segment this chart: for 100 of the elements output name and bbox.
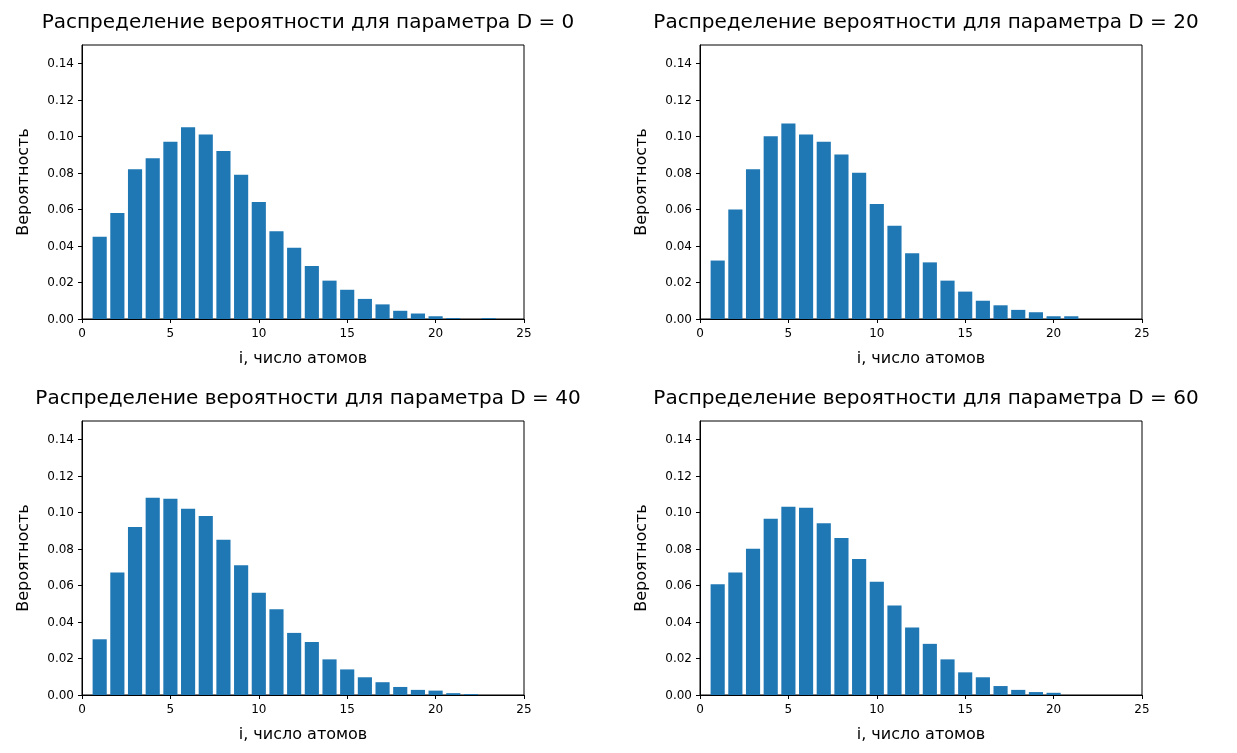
x-tick-label: 20	[427, 326, 444, 340]
y-axis-title: Вероятность	[630, 128, 650, 236]
y-tick-label: 0.14	[665, 432, 692, 447]
x-tick-label: 10	[251, 702, 267, 716]
bar	[234, 174, 249, 319]
bar	[1046, 692, 1061, 695]
bar	[145, 497, 160, 695]
bar	[393, 686, 408, 695]
bar	[92, 639, 107, 695]
y-tick-label: 0.10	[47, 505, 74, 520]
chart-title: Распределение вероятности для параметра D = 40	[35, 385, 581, 409]
bar	[816, 523, 831, 695]
x-tick-label: 15	[957, 326, 973, 340]
x-tick-label: 10	[251, 326, 267, 340]
bar	[163, 498, 178, 695]
bar	[710, 584, 725, 695]
x-axis-title: i, число атомов	[238, 723, 368, 743]
bar	[745, 169, 761, 319]
y-tick-label: 0.14	[665, 56, 692, 71]
x-tick-label: 0	[78, 702, 86, 716]
bar	[887, 225, 902, 319]
y-tick-label: 0.00	[665, 312, 692, 326]
bar	[763, 518, 778, 695]
bar	[852, 558, 867, 695]
y-axis-title: Вероятность	[630, 504, 650, 612]
x-tick-label: 20	[1045, 702, 1062, 716]
x-axis-title: i, число атомов	[856, 723, 986, 743]
y-tick-label: 0.14	[47, 56, 74, 71]
y-tick-label: 0.02	[47, 275, 74, 290]
chart-title: Распределение вероятности для параметра D = 60	[653, 385, 1199, 409]
bar	[269, 609, 284, 695]
x-tick-label: 0	[78, 326, 86, 340]
bar	[234, 565, 249, 695]
y-tick-label: 0.12	[665, 468, 692, 483]
bar	[922, 262, 937, 319]
bar	[940, 659, 955, 695]
y-tick-label: 0.00	[47, 688, 74, 702]
bar	[993, 686, 1008, 695]
x-tick-label: 5	[166, 326, 175, 340]
y-tick-label: 0.06	[665, 578, 692, 593]
bar	[816, 141, 831, 319]
y-tick-label: 0.04	[665, 238, 692, 253]
y-tick-label: 0.04	[665, 614, 692, 629]
y-tick-label: 0.02	[47, 651, 74, 666]
bar	[428, 690, 443, 695]
y-tick-label: 0.08	[665, 541, 692, 556]
bar	[1046, 316, 1061, 319]
bar	[322, 280, 337, 319]
bar	[958, 672, 973, 695]
bar	[975, 677, 990, 695]
bar	[287, 247, 302, 319]
bar	[728, 209, 743, 319]
y-tick-label: 0.02	[665, 275, 692, 290]
x-tick-label: 5	[784, 702, 793, 716]
x-tick-label: 25	[516, 326, 532, 340]
bar	[940, 280, 955, 319]
bar	[127, 169, 143, 319]
bar	[852, 172, 867, 319]
y-axis-title: Вероятность	[12, 504, 32, 612]
bar	[834, 154, 849, 319]
bar	[145, 158, 160, 319]
bar	[1028, 312, 1043, 319]
x-tick-label: 0	[696, 702, 704, 716]
bar	[287, 632, 302, 695]
bar	[869, 203, 884, 319]
bar	[304, 642, 319, 695]
x-tick-label: 20	[1045, 326, 1062, 340]
bar	[745, 548, 761, 695]
bar	[269, 231, 284, 319]
y-tick-label: 0.10	[47, 129, 74, 144]
y-tick-label: 0.04	[47, 614, 74, 629]
bar	[834, 537, 849, 695]
bar	[799, 507, 814, 695]
x-tick-label: 5	[166, 702, 175, 716]
x-tick-label: 25	[1134, 702, 1150, 716]
x-tick-label: 25	[516, 702, 532, 716]
bar	[393, 310, 408, 319]
bar	[216, 150, 231, 319]
bar	[110, 213, 125, 319]
bar	[181, 508, 196, 695]
y-tick-label: 0.14	[47, 432, 74, 447]
bar	[410, 313, 425, 319]
y-tick-label: 0.02	[665, 651, 692, 666]
bar	[905, 627, 920, 695]
bar	[216, 539, 231, 695]
chart-title: Распределение вероятности для параметра D = 20	[653, 9, 1199, 33]
bar	[958, 291, 973, 319]
y-tick-label: 0.10	[665, 505, 692, 520]
x-tick-label: 15	[339, 326, 355, 340]
bar	[198, 515, 213, 695]
y-tick-label: 0.08	[47, 541, 74, 556]
bar	[869, 581, 884, 695]
x-axis-title: i, число атомов	[856, 347, 986, 367]
x-tick-label: 25	[1134, 326, 1150, 340]
y-tick-label: 0.08	[47, 165, 74, 180]
bar	[975, 300, 990, 319]
y-tick-label: 0.00	[47, 312, 74, 326]
bar	[799, 134, 814, 319]
bar	[1011, 689, 1026, 695]
bar	[251, 592, 266, 695]
